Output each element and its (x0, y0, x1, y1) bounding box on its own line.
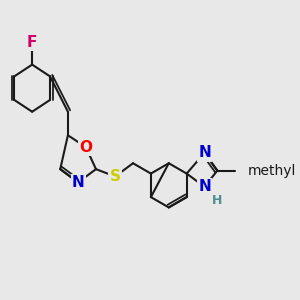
Text: F: F (27, 35, 37, 50)
Text: S: S (110, 169, 121, 184)
Text: O: O (79, 140, 92, 154)
Text: methyl: methyl (248, 164, 296, 178)
Text: N: N (198, 146, 211, 160)
Text: N: N (72, 175, 85, 190)
Text: H: H (212, 194, 223, 207)
Text: methyl: methyl (248, 164, 296, 178)
Text: N: N (198, 179, 211, 194)
